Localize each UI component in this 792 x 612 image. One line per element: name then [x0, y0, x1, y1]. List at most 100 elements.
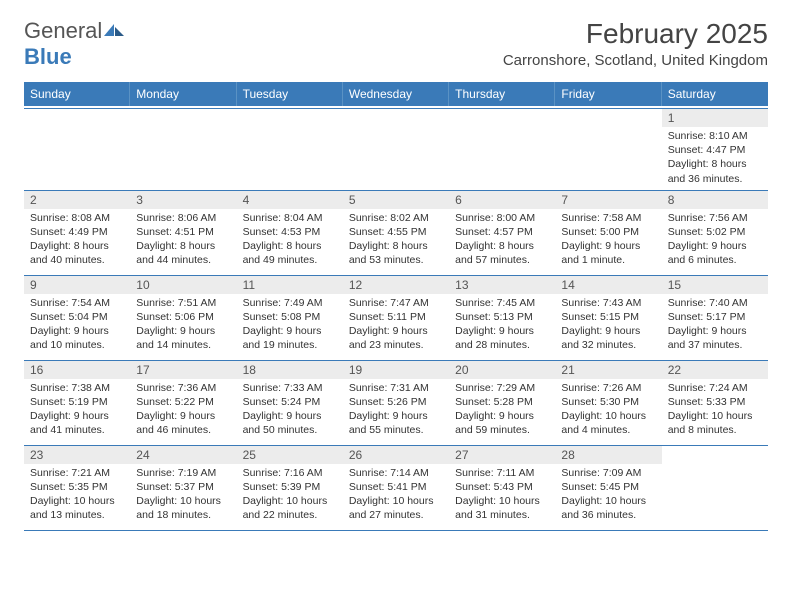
- day-details: Sunrise: 7:19 AMSunset: 5:37 PMDaylight:…: [130, 464, 236, 527]
- daylight-text: Daylight: 10 hours and 13 minutes.: [30, 494, 124, 522]
- sunset-text: Sunset: 5:43 PM: [455, 480, 549, 494]
- sunrise-text: Sunrise: 7:33 AM: [243, 381, 337, 395]
- day-details: Sunrise: 7:14 AMSunset: 5:41 PMDaylight:…: [343, 464, 449, 527]
- daylight-text: Daylight: 9 hours and 28 minutes.: [455, 324, 549, 352]
- sunrise-text: Sunrise: 7:36 AM: [136, 381, 230, 395]
- sunset-text: Sunset: 5:04 PM: [30, 310, 124, 324]
- calendar-cell: 21Sunrise: 7:26 AMSunset: 5:30 PMDayligh…: [555, 361, 661, 445]
- calendar-cell: 8Sunrise: 7:56 AMSunset: 5:02 PMDaylight…: [662, 191, 768, 275]
- day-number: 17: [130, 361, 236, 379]
- day-details: Sunrise: 7:21 AMSunset: 5:35 PMDaylight:…: [24, 464, 130, 527]
- daylight-text: Daylight: 10 hours and 22 minutes.: [243, 494, 337, 522]
- sunrise-text: Sunrise: 7:26 AM: [561, 381, 655, 395]
- day-details: Sunrise: 8:06 AMSunset: 4:51 PMDaylight:…: [130, 209, 236, 272]
- sunrise-text: Sunrise: 7:16 AM: [243, 466, 337, 480]
- day-number: 5: [343, 191, 449, 209]
- day-details: Sunrise: 7:09 AMSunset: 5:45 PMDaylight:…: [555, 464, 661, 527]
- day-header-saturday: Saturday: [662, 82, 768, 106]
- calendar-cell: 14Sunrise: 7:43 AMSunset: 5:15 PMDayligh…: [555, 276, 661, 360]
- sunrise-text: Sunrise: 8:10 AM: [668, 129, 762, 143]
- logo-word1: General: [24, 18, 102, 43]
- sunrise-text: Sunrise: 7:49 AM: [243, 296, 337, 310]
- daylight-text: Daylight: 9 hours and 32 minutes.: [561, 324, 655, 352]
- title-block: February 2025 Carronshore, Scotland, Uni…: [503, 18, 768, 69]
- calendar-cell: 3Sunrise: 8:06 AMSunset: 4:51 PMDaylight…: [130, 191, 236, 275]
- daylight-text: Daylight: 10 hours and 18 minutes.: [136, 494, 230, 522]
- sunset-text: Sunset: 5:19 PM: [30, 395, 124, 409]
- daylight-text: Daylight: 9 hours and 6 minutes.: [668, 239, 762, 267]
- day-number: 24: [130, 446, 236, 464]
- sunrise-text: Sunrise: 8:00 AM: [455, 211, 549, 225]
- daylight-text: Daylight: 10 hours and 8 minutes.: [668, 409, 762, 437]
- day-number: 28: [555, 446, 661, 464]
- calendar-cell: [662, 446, 768, 530]
- day-details: Sunrise: 7:54 AMSunset: 5:04 PMDaylight:…: [24, 294, 130, 357]
- sail-icon: [102, 18, 126, 43]
- daylight-text: Daylight: 9 hours and 23 minutes.: [349, 324, 443, 352]
- sunrise-text: Sunrise: 7:29 AM: [455, 381, 549, 395]
- sunset-text: Sunset: 5:08 PM: [243, 310, 337, 324]
- calendar-cell: 25Sunrise: 7:16 AMSunset: 5:39 PMDayligh…: [237, 446, 343, 530]
- day-header-sunday: Sunday: [24, 82, 130, 106]
- daylight-text: Daylight: 9 hours and 59 minutes.: [455, 409, 549, 437]
- sunset-text: Sunset: 4:47 PM: [668, 143, 762, 157]
- day-number: 25: [237, 446, 343, 464]
- calendar-cell: 26Sunrise: 7:14 AMSunset: 5:41 PMDayligh…: [343, 446, 449, 530]
- calendar-cell: [343, 109, 449, 190]
- daylight-text: Daylight: 9 hours and 50 minutes.: [243, 409, 337, 437]
- daylight-text: Daylight: 10 hours and 4 minutes.: [561, 409, 655, 437]
- calendar-cell: 4Sunrise: 8:04 AMSunset: 4:53 PMDaylight…: [237, 191, 343, 275]
- sunrise-text: Sunrise: 7:24 AM: [668, 381, 762, 395]
- calendar-cell: 24Sunrise: 7:19 AMSunset: 5:37 PMDayligh…: [130, 446, 236, 530]
- calendar-cell: 9Sunrise: 7:54 AMSunset: 5:04 PMDaylight…: [24, 276, 130, 360]
- sunset-text: Sunset: 5:45 PM: [561, 480, 655, 494]
- day-number: 12: [343, 276, 449, 294]
- day-details: Sunrise: 7:45 AMSunset: 5:13 PMDaylight:…: [449, 294, 555, 357]
- sunset-text: Sunset: 5:11 PM: [349, 310, 443, 324]
- calendar-cell: 6Sunrise: 8:00 AMSunset: 4:57 PMDaylight…: [449, 191, 555, 275]
- day-number: 2: [24, 191, 130, 209]
- calendar-cell: 11Sunrise: 7:49 AMSunset: 5:08 PMDayligh…: [237, 276, 343, 360]
- calendar-cell: [24, 109, 130, 190]
- day-number: 13: [449, 276, 555, 294]
- day-number: 4: [237, 191, 343, 209]
- calendar-cell: 20Sunrise: 7:29 AMSunset: 5:28 PMDayligh…: [449, 361, 555, 445]
- day-details: Sunrise: 8:00 AMSunset: 4:57 PMDaylight:…: [449, 209, 555, 272]
- calendar: Sunday Monday Tuesday Wednesday Thursday…: [24, 82, 768, 531]
- day-details: Sunrise: 7:36 AMSunset: 5:22 PMDaylight:…: [130, 379, 236, 442]
- sunset-text: Sunset: 4:49 PM: [30, 225, 124, 239]
- sunset-text: Sunset: 5:28 PM: [455, 395, 549, 409]
- sunset-text: Sunset: 5:30 PM: [561, 395, 655, 409]
- calendar-cell: 15Sunrise: 7:40 AMSunset: 5:17 PMDayligh…: [662, 276, 768, 360]
- day-header-thursday: Thursday: [449, 82, 555, 106]
- calendar-cell: 7Sunrise: 7:58 AMSunset: 5:00 PMDaylight…: [555, 191, 661, 275]
- daylight-text: Daylight: 9 hours and 19 minutes.: [243, 324, 337, 352]
- calendar-cell: 10Sunrise: 7:51 AMSunset: 5:06 PMDayligh…: [130, 276, 236, 360]
- day-number: 10: [130, 276, 236, 294]
- day-details: Sunrise: 7:49 AMSunset: 5:08 PMDaylight:…: [237, 294, 343, 357]
- sunset-text: Sunset: 5:33 PM: [668, 395, 762, 409]
- day-number: 14: [555, 276, 661, 294]
- day-details: Sunrise: 7:40 AMSunset: 5:17 PMDaylight:…: [662, 294, 768, 357]
- day-details: Sunrise: 7:29 AMSunset: 5:28 PMDaylight:…: [449, 379, 555, 442]
- sunrise-text: Sunrise: 7:11 AM: [455, 466, 549, 480]
- day-details: Sunrise: 7:43 AMSunset: 5:15 PMDaylight:…: [555, 294, 661, 357]
- sunrise-text: Sunrise: 7:19 AM: [136, 466, 230, 480]
- calendar-cell: 17Sunrise: 7:36 AMSunset: 5:22 PMDayligh…: [130, 361, 236, 445]
- sunrise-text: Sunrise: 7:21 AM: [30, 466, 124, 480]
- page-title: February 2025: [503, 18, 768, 50]
- daylight-text: Daylight: 9 hours and 55 minutes.: [349, 409, 443, 437]
- sunrise-text: Sunrise: 7:31 AM: [349, 381, 443, 395]
- sunset-text: Sunset: 5:17 PM: [668, 310, 762, 324]
- daylight-text: Daylight: 9 hours and 41 minutes.: [30, 409, 124, 437]
- week-row: 2Sunrise: 8:08 AMSunset: 4:49 PMDaylight…: [24, 191, 768, 276]
- calendar-cell: 2Sunrise: 8:08 AMSunset: 4:49 PMDaylight…: [24, 191, 130, 275]
- logo-text: GeneralBlue: [24, 18, 126, 70]
- day-details: Sunrise: 7:58 AMSunset: 5:00 PMDaylight:…: [555, 209, 661, 272]
- sunrise-text: Sunrise: 7:45 AM: [455, 296, 549, 310]
- day-number: 9: [24, 276, 130, 294]
- sunrise-text: Sunrise: 7:14 AM: [349, 466, 443, 480]
- week-row: 16Sunrise: 7:38 AMSunset: 5:19 PMDayligh…: [24, 361, 768, 446]
- calendar-cell: 19Sunrise: 7:31 AMSunset: 5:26 PMDayligh…: [343, 361, 449, 445]
- sunset-text: Sunset: 5:00 PM: [561, 225, 655, 239]
